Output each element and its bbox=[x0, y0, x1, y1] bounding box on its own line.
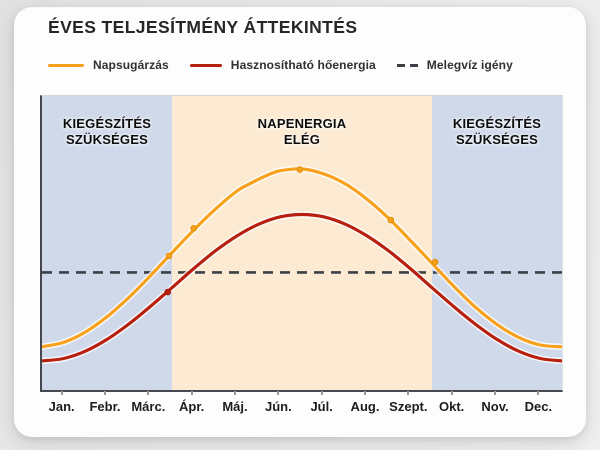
chart-plot-area: KIEGÉSZÍTÉS SZÜKSÉGES NAPENERGIA ELÉG KI… bbox=[40, 95, 563, 392]
x-axis-tick bbox=[60, 391, 63, 395]
x-axis-label: Okt. bbox=[439, 399, 465, 414]
x-axis-tick bbox=[364, 391, 366, 395]
legend-item-solar-radiation: Napsugárzás bbox=[48, 58, 169, 72]
x-axis-tick bbox=[537, 391, 540, 395]
zone-label-supplement-needed-right: KIEGÉSZÍTÉS SZÜKSÉGES bbox=[452, 116, 542, 147]
x-axis-tick bbox=[234, 391, 236, 395]
x-axis-label: Júl. bbox=[310, 399, 333, 414]
x-axis-tick bbox=[450, 391, 453, 395]
x-axis-tick bbox=[494, 391, 496, 395]
legend-item-usable-thermal: Hasznosítható hőenergia bbox=[189, 58, 376, 72]
x-axis-tick bbox=[277, 391, 280, 395]
x-axis-tick bbox=[190, 391, 193, 395]
x-axis-label: Ápr. bbox=[179, 399, 205, 414]
page-title: ÉVES TELJESÍTMÉNY ÁTTEKINTÉS bbox=[48, 17, 358, 37]
zone-label-supplement-needed-left: KIEGÉSZÍTÉS SZÜKSÉGES bbox=[62, 116, 152, 147]
x-axis-tick bbox=[104, 391, 106, 395]
legend-label-usable-thermal: Hasznosítható hőenergia bbox=[230, 58, 376, 72]
x-axis-label: Máj. bbox=[222, 399, 248, 414]
chart-legend: Napsugárzás Hasznosítható hőenergia Mele… bbox=[48, 58, 513, 72]
legend-item-hotwater-demand: Melegvíz igény bbox=[396, 58, 513, 72]
x-axis-label: Nov. bbox=[481, 399, 509, 414]
zone-label-solar-sufficient: NAPENERGIA ELÉG bbox=[257, 116, 347, 147]
legend-label-solar-radiation: Napsugárzás bbox=[93, 58, 169, 72]
demand-dashed-swatch-icon bbox=[396, 63, 418, 67]
x-axis-label: Jún. bbox=[264, 399, 292, 414]
x-axis-tick bbox=[147, 391, 150, 395]
thermal-line-swatch-icon bbox=[189, 63, 222, 67]
performance-card: ÉVES TELJESÍTMÉNY ÁTTEKINTÉS Napsugárzás… bbox=[14, 7, 586, 437]
x-axis-label: Jan. bbox=[48, 399, 75, 414]
x-axis-label: Dec. bbox=[524, 399, 553, 414]
x-axis-label: Febr. bbox=[89, 399, 121, 414]
x-axis-label: Szept. bbox=[389, 399, 428, 414]
legend-label-hotwater-demand: Melegvíz igény bbox=[426, 58, 513, 72]
x-axis-tick bbox=[407, 391, 410, 395]
zone-solar-sufficient: NAPENERGIA ELÉG bbox=[172, 96, 432, 390]
x-axis-tick bbox=[320, 391, 323, 395]
solar-line-swatch-icon bbox=[48, 63, 84, 67]
chart-canvas bbox=[42, 165, 562, 364]
x-axis-label: Aug. bbox=[350, 399, 380, 414]
x-axis: Jan. Febr. Márc. Ápr. Máj. Jún. Júl. Aug. Szept.… bbox=[40, 391, 560, 423]
x-axis-label: Márc. bbox=[131, 399, 166, 414]
